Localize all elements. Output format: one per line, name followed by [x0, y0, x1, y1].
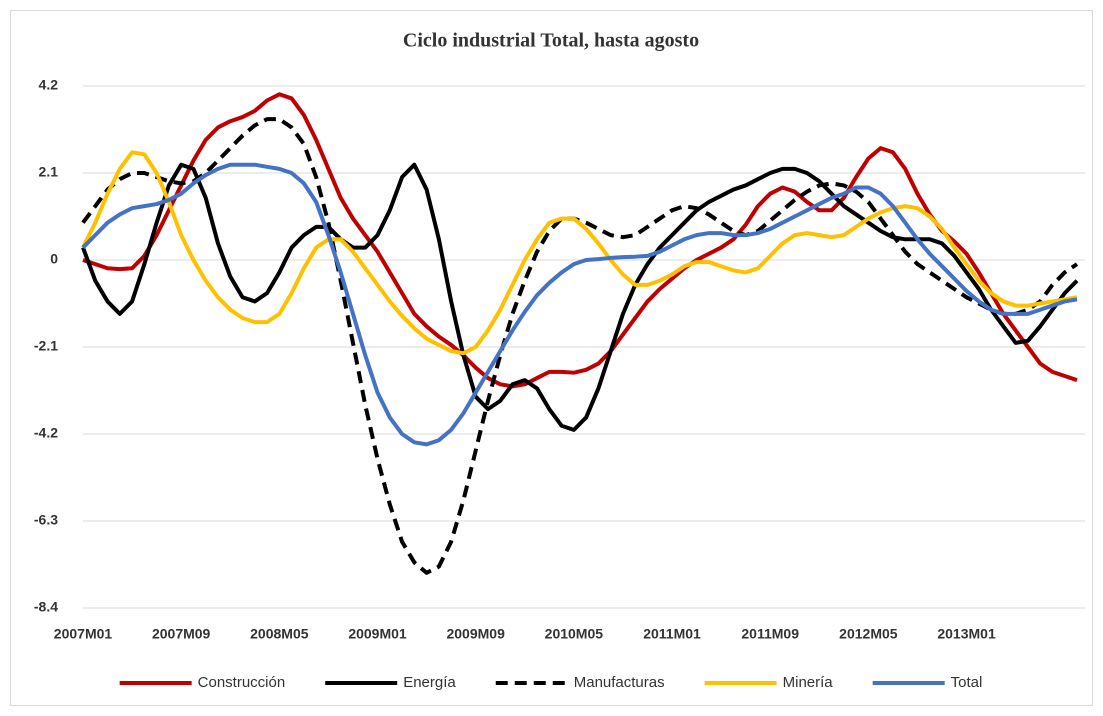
x-tick-label: 2009M01	[348, 626, 407, 642]
y-tick-label: -4.2	[34, 425, 58, 441]
y-tick-label: 4.2	[39, 77, 59, 93]
series-line	[81, 150, 1078, 356]
series-line	[82, 92, 1078, 389]
legend-label: Manufacturas	[574, 674, 665, 691]
x-tick-label: 2012M05	[839, 626, 898, 642]
x-tick-label: 2007M01	[54, 626, 113, 642]
x-tick-label: 2007M09	[152, 626, 211, 642]
x-tick-label: 2011M01	[643, 626, 701, 642]
legend-label: Minería	[783, 674, 834, 691]
legend-label: Construcción	[198, 674, 286, 691]
y-tick-label: -2.1	[34, 338, 58, 354]
series-line	[81, 162, 1078, 447]
chart-title: Ciclo industrial Total, hasta agosto	[403, 30, 699, 52]
x-tick-label: 2008M05	[250, 626, 309, 642]
legend-label: Energía	[403, 674, 456, 691]
x-tick-label: 2011M09	[741, 626, 799, 642]
chart-border	[10, 10, 1093, 706]
y-tick-label: -6.3	[34, 512, 58, 528]
y-tick-label: 2.1	[39, 164, 59, 180]
x-tick-label: 2013M01	[937, 626, 996, 642]
x-tick-label: 2009M09	[446, 626, 505, 642]
series-line	[81, 117, 1079, 575]
y-tick-label: -8.4	[34, 599, 58, 615]
series-line	[81, 162, 1079, 432]
x-tick-label: 2010M05	[545, 626, 604, 642]
y-tick-label: 0	[50, 251, 58, 267]
legend-label: Total	[951, 674, 983, 691]
